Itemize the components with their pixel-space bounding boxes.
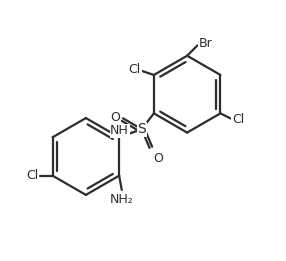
Text: Cl: Cl [26,169,38,182]
Text: NH₂: NH₂ [110,193,134,206]
Text: O: O [110,110,120,123]
Text: Cl: Cl [129,63,141,76]
Text: Cl: Cl [232,113,244,126]
Text: Br: Br [199,37,212,50]
Text: O: O [153,152,163,165]
Text: S: S [137,122,146,136]
Text: NH: NH [110,124,129,137]
